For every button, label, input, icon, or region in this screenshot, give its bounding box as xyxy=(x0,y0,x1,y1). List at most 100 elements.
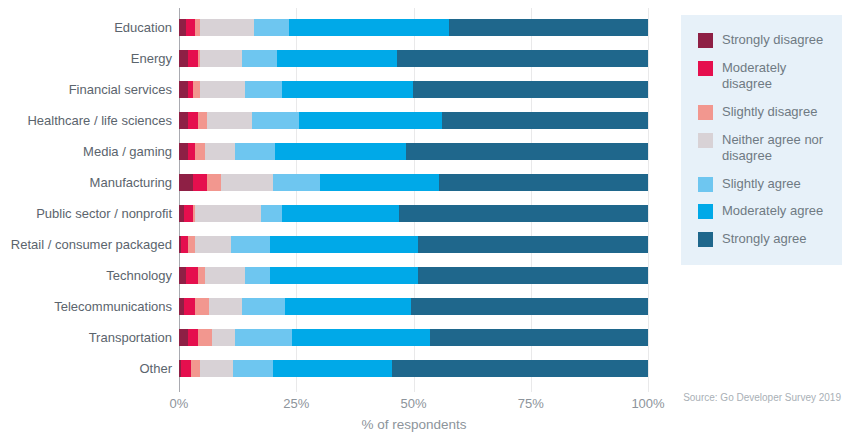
bar-segment xyxy=(270,236,418,253)
stacked-bar xyxy=(179,143,648,160)
bar-segment xyxy=(205,267,245,284)
bar-row: Transportation xyxy=(0,322,648,353)
bar-segment xyxy=(285,298,412,315)
bar-segment xyxy=(188,143,195,160)
bar-segment xyxy=(299,112,442,129)
bar-row: Financial services xyxy=(0,74,648,105)
bar-segment xyxy=(179,81,188,98)
bar-row: Technology xyxy=(0,260,648,291)
bar-segment xyxy=(277,50,397,67)
bar-segment xyxy=(320,174,440,191)
legend-label: Slightly disagree xyxy=(722,104,817,121)
bar-segment xyxy=(200,19,254,36)
bar-segment xyxy=(179,19,186,36)
bar-segment xyxy=(242,298,284,315)
bar-segment xyxy=(282,81,413,98)
legend-swatch xyxy=(698,133,713,148)
legend-swatch xyxy=(698,61,713,76)
stacked-bar xyxy=(179,298,648,315)
stacked-bar xyxy=(179,81,648,98)
bar-row: Retail / consumer packaged xyxy=(0,229,648,260)
x-tick-label: 50% xyxy=(400,396,426,411)
category-label: Telecommunications xyxy=(0,299,179,314)
bar-rows: Education EnergyFinancial services Healthc… xyxy=(0,12,648,384)
bar-segment xyxy=(418,236,648,253)
category-label: Transportation xyxy=(0,330,179,345)
bar-segment xyxy=(289,19,448,36)
bar-segment xyxy=(245,81,283,98)
legend-panel: Strongly disagree Moderately disagree Slig… xyxy=(681,15,842,265)
bar-segment xyxy=(411,298,648,315)
legend-label: Slightly agree xyxy=(722,176,801,193)
bar-segment xyxy=(188,236,195,253)
legend-item: Strongly disagree xyxy=(698,32,832,49)
bar-segment xyxy=(449,19,648,36)
stacked-bar xyxy=(179,205,648,222)
bar-segment xyxy=(275,143,406,160)
gridline xyxy=(648,8,649,392)
bar-segment xyxy=(193,174,207,191)
x-axis-title: % of respondents xyxy=(314,417,514,432)
bar-row: Education xyxy=(0,12,648,43)
bar-segment xyxy=(181,360,190,377)
bar-segment xyxy=(179,174,193,191)
bar-segment xyxy=(179,267,186,284)
bar-segment xyxy=(270,267,418,284)
legend-label: Moderately disagree xyxy=(722,60,832,93)
stacked-bar xyxy=(179,236,648,253)
legend-item: Strongly agree xyxy=(698,231,832,248)
legend-label: Neither agree nor disagree xyxy=(722,132,832,165)
bar-segment xyxy=(282,205,399,222)
bar-row: Energy xyxy=(0,43,648,74)
bar-segment xyxy=(397,50,648,67)
stacked-bar-chart: Education EnergyFinancial services Healthc… xyxy=(0,0,844,439)
bar-segment xyxy=(188,50,197,67)
bar-segment xyxy=(198,329,212,346)
bar-segment xyxy=(179,143,188,160)
bar-segment xyxy=(188,112,197,129)
stacked-bar xyxy=(179,50,648,67)
bar-segment xyxy=(186,19,195,36)
legend-label: Strongly disagree xyxy=(722,32,823,49)
bar-row: Media / gaming xyxy=(0,136,648,167)
bar-row: Other xyxy=(0,353,648,384)
bar-segment xyxy=(212,329,235,346)
category-label: Manufacturing xyxy=(0,175,179,190)
bar-segment xyxy=(245,267,271,284)
stacked-bar xyxy=(179,19,648,36)
x-tick-label: 75% xyxy=(518,396,544,411)
bar-segment xyxy=(418,267,648,284)
bar-segment xyxy=(195,236,230,253)
category-label: Retail / consumer packaged xyxy=(0,237,179,252)
bar-segment xyxy=(209,298,242,315)
legend-swatch xyxy=(698,177,713,192)
bar-segment xyxy=(184,205,193,222)
category-label: Other xyxy=(0,361,179,376)
bar-segment xyxy=(179,112,188,129)
category-label: Media / gaming xyxy=(0,144,179,159)
bar-segment xyxy=(392,360,648,377)
category-label: Healthcare / life sciences xyxy=(0,113,179,128)
legend-item: Neither agree nor disagree xyxy=(698,132,832,165)
bar-segment xyxy=(254,19,289,36)
stacked-bar xyxy=(179,174,648,191)
category-label: Technology xyxy=(0,268,179,283)
x-axis-ticks: 0%25%50%75%100% xyxy=(0,396,700,412)
category-label: Education xyxy=(0,20,179,35)
bar-segment xyxy=(439,174,648,191)
bar-segment xyxy=(200,81,245,98)
bar-segment xyxy=(233,360,273,377)
legend-label: Moderately agree xyxy=(722,203,823,220)
x-tick-label: 25% xyxy=(283,396,309,411)
bar-segment xyxy=(198,112,207,129)
legend-swatch xyxy=(698,232,713,247)
category-label: Public sector / nonprofit xyxy=(0,206,179,221)
bar-segment xyxy=(195,143,204,160)
legend-label: Strongly agree xyxy=(722,231,807,248)
bar-segment xyxy=(179,329,188,346)
stacked-bar xyxy=(179,267,648,284)
bar-segment xyxy=(442,112,648,129)
bar-segment xyxy=(273,174,320,191)
bar-segment xyxy=(195,205,261,222)
legend-item: Slightly agree xyxy=(698,176,832,193)
